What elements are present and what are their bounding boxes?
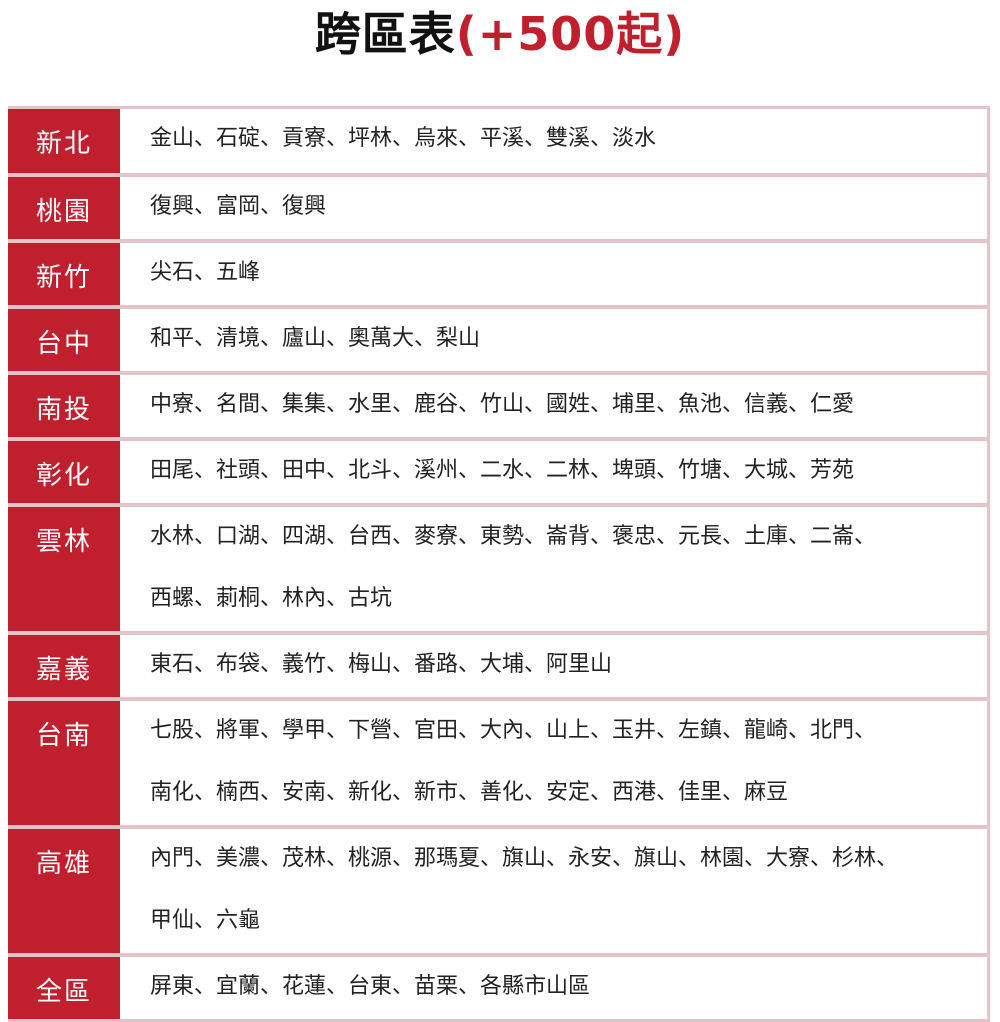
area-list: 尖石、五峰 (120, 243, 987, 305)
area-list: 田尾、社頭、田中、北斗、溪州、二水、二林、埤頭、竹塘、大城、芳苑 (120, 441, 987, 503)
area-list: 屏東、宜蘭、花蓮、台東、苗栗、各縣市山區 (120, 957, 987, 1019)
title-surcharge-note: (+500起) (455, 7, 686, 61)
table-row: 雲林 水林、口湖、四湖、台西、麥寮、東勢、崙背、褒忠、元長、土庫、二崙、 西螺、莿桐… (8, 507, 987, 635)
area-line: 屏東、宜蘭、花蓮、台東、苗栗、各縣市山區 (150, 974, 591, 999)
table-row: 新北 金山、石碇、貢寮、坪林、烏來、平溪、雙溪、淡水 (8, 109, 987, 177)
page-title: 跨區表(+500起) (0, 0, 1000, 72)
area-line: 尖石、五峰 (150, 260, 261, 285)
table-row: 新竹 尖石、五峰 (8, 243, 987, 309)
area-line: 水林、口湖、四湖、台西、麥寮、東勢、崙背、褒忠、元長、土庫、二崙、 (150, 524, 877, 549)
region-label: 嘉義 (8, 635, 120, 697)
area-line: 復興、富岡、復興 (150, 194, 327, 219)
area-list: 七股、將軍、學甲、下營、官田、大內、山上、玉井、左鎮、龍崎、北門、 南化、楠西、安… (120, 701, 987, 825)
region-label: 台中 (8, 309, 120, 371)
area-line: 甲仙、六龜 (150, 908, 261, 933)
table-row: 桃園 復興、富岡、復興 (8, 177, 987, 243)
table-row: 南投 中寮、名間、集集、水里、鹿谷、竹山、國姓、埔里、魚池、信義、仁愛 (8, 375, 987, 441)
region-label: 新竹 (8, 243, 120, 305)
region-label: 台南 (8, 701, 120, 825)
region-label: 高雄 (8, 829, 120, 953)
region-label: 南投 (8, 375, 120, 437)
table-row: 全區 屏東、宜蘭、花蓮、台東、苗栗、各縣市山區 (8, 957, 987, 1019)
region-label: 彰化 (8, 441, 120, 503)
region-table: 新北 金山、石碇、貢寮、坪林、烏來、平溪、雙溪、淡水桃園 復興、富岡、復興新竹 尖石、… (8, 106, 990, 1022)
area-list: 內門、美濃、茂林、桃源、那瑪夏、旗山、永安、旗山、林園、大寮、杉林、 甲仙、六龜 (120, 829, 987, 953)
area-line: 金山、石碇、貢寮、坪林、烏來、平溪、雙溪、淡水 (150, 126, 657, 151)
region-label: 全區 (8, 957, 120, 1019)
region-label: 新北 (8, 109, 120, 173)
area-list: 和平、清境、廬山、奧萬大、梨山 (120, 309, 987, 371)
table-row: 台南 七股、將軍、學甲、下營、官田、大內、山上、玉井、左鎮、龍崎、北門、 南化、楠西… (8, 701, 987, 829)
area-list: 中寮、名間、集集、水里、鹿谷、竹山、國姓、埔里、魚池、信義、仁愛 (120, 375, 987, 437)
area-line: 內門、美濃、茂林、桃源、那瑪夏、旗山、永安、旗山、林園、大寮、杉林、 (150, 846, 899, 871)
table-row: 彰化 田尾、社頭、田中、北斗、溪州、二水、二林、埤頭、竹塘、大城、芳苑 (8, 441, 987, 507)
region-label: 雲林 (8, 507, 120, 631)
table-row: 嘉義 東石、布袋、義竹、梅山、番路、大埔、阿里山 (8, 635, 987, 701)
area-line: 七股、將軍、學甲、下營、官田、大內、山上、玉井、左鎮、龍崎、北門、 (150, 718, 877, 743)
area-line: 南化、楠西、安南、新化、新市、善化、安定、西港、佳里、麻豆 (150, 780, 789, 805)
area-list: 水林、口湖、四湖、台西、麥寮、東勢、崙背、褒忠、元長、土庫、二崙、 西螺、莿桐、林… (120, 507, 987, 631)
area-line: 田尾、社頭、田中、北斗、溪州、二水、二林、埤頭、竹塘、大城、芳苑 (150, 458, 855, 483)
area-list: 復興、富岡、復興 (120, 177, 987, 239)
region-label: 桃園 (8, 177, 120, 239)
table-row: 台中 和平、清境、廬山、奧萬大、梨山 (8, 309, 987, 375)
area-list: 金山、石碇、貢寮、坪林、烏來、平溪、雙溪、淡水 (120, 109, 987, 173)
area-line: 和平、清境、廬山、奧萬大、梨山 (150, 326, 481, 351)
area-line: 東石、布袋、義竹、梅山、番路、大埔、阿里山 (150, 652, 613, 677)
table-row: 高雄 內門、美濃、茂林、桃源、那瑪夏、旗山、永安、旗山、林園、大寮、杉林、 甲仙、六… (8, 829, 987, 957)
area-line: 中寮、名間、集集、水里、鹿谷、竹山、國姓、埔里、魚池、信義、仁愛 (150, 392, 855, 417)
title-main: 跨區表 (314, 7, 456, 61)
area-list: 東石、布袋、義竹、梅山、番路、大埔、阿里山 (120, 635, 987, 697)
area-line: 西螺、莿桐、林內、古坑 (150, 586, 393, 611)
